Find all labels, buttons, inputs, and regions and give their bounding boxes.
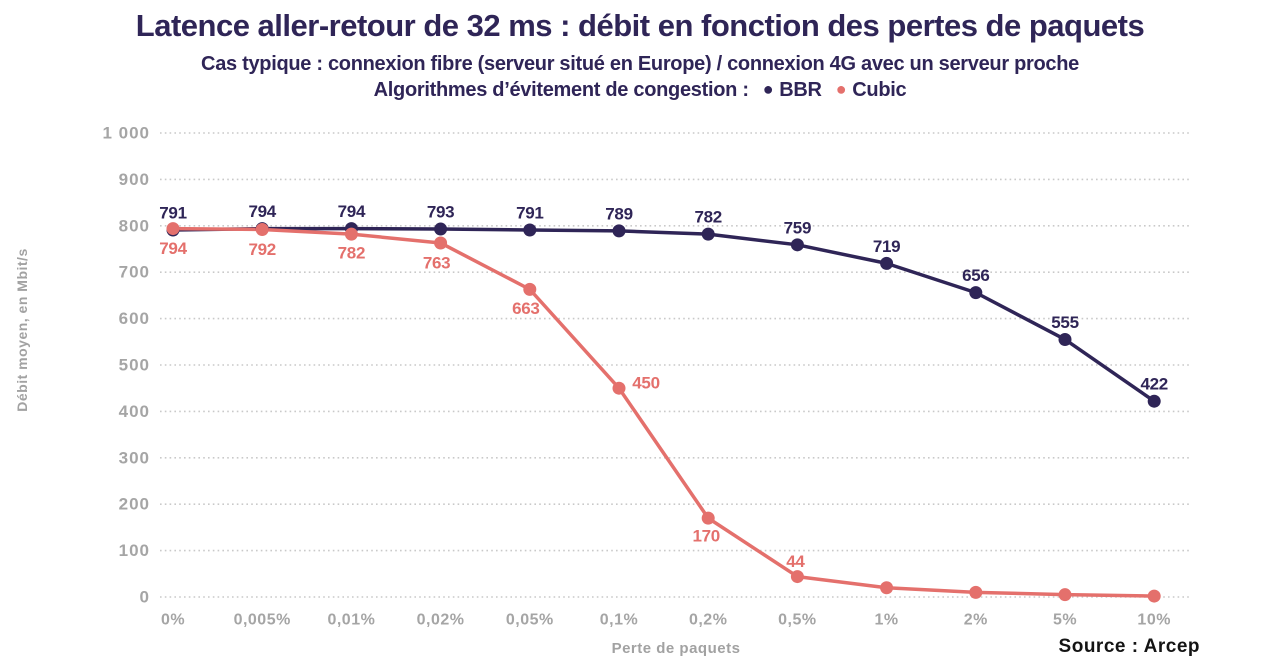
bbr-data-label: 791 <box>516 203 543 222</box>
cubic-line <box>171 226 1156 598</box>
cubic-dot-icon: ● <box>835 79 847 99</box>
source-credit: Source : Arcep <box>1058 636 1200 657</box>
cubic-point <box>1058 588 1072 602</box>
bbr-point <box>790 238 804 252</box>
bbr-data-label: 759 <box>784 218 811 237</box>
chart-legend: Algorithmes d’évitement de congestion : ●… <box>0 79 1280 102</box>
cubic-point <box>434 236 448 250</box>
cubic-point <box>701 511 715 525</box>
x-tick-label: 10% <box>1137 612 1171 629</box>
bbr-data-label: 422 <box>1140 375 1167 394</box>
x-tick-label: 0,5% <box>778 612 816 629</box>
bbr-point <box>1147 394 1161 408</box>
x-tick-label: 0,2% <box>689 612 727 629</box>
x-tick-label: 0,02% <box>417 612 465 629</box>
cubic-point <box>880 581 894 595</box>
cubic-point <box>523 282 537 296</box>
y-tick-label: 100 <box>119 541 150 560</box>
chart-subtitle: Cas typique : connexion fibre (serveur s… <box>201 53 1079 75</box>
cubic-point <box>255 223 269 237</box>
cubic-data-label: 792 <box>248 240 275 259</box>
cubic-data-label: 450 <box>632 374 659 393</box>
cubic-point <box>166 222 180 236</box>
bbr-point <box>969 286 983 300</box>
y-tick-label: 700 <box>119 263 150 282</box>
bbr-data-label: 791 <box>159 203 186 222</box>
bbr-data-label: 794 <box>338 202 366 221</box>
y-tick-label: 0 <box>140 588 150 607</box>
cubic-data-label: 663 <box>512 299 539 318</box>
bbr-data-label: 794 <box>248 202 276 221</box>
cubic-data-label: 44 <box>786 552 805 571</box>
cubic-data-label: 763 <box>423 253 450 272</box>
legend-prefix: Algorithmes d’évitement de congestion : <box>373 79 749 101</box>
x-tick-label: 0,01% <box>327 612 375 629</box>
cubic-point <box>790 570 804 584</box>
cubic-point <box>612 381 626 395</box>
bbr-point <box>612 224 626 238</box>
bbr-point <box>523 223 537 237</box>
bbr-point <box>1058 332 1072 346</box>
bbr-data-label: 789 <box>605 204 632 223</box>
legend-item-bbr: ● BBR <box>763 79 822 101</box>
y-tick-label: 200 <box>119 495 150 514</box>
cubic-point <box>1147 589 1161 603</box>
bbr-point <box>434 222 448 236</box>
bbr-dot-icon: ● <box>762 79 774 99</box>
bbr-data-label: 555 <box>1051 313 1078 332</box>
bbr-line <box>171 226 1156 403</box>
x-tick-label: 1% <box>875 612 899 629</box>
y-tick-label: 1 000 <box>102 124 150 143</box>
x-tick-label: 0,005% <box>234 612 291 629</box>
x-tick-label: 2% <box>964 612 988 629</box>
x-axis-label: Perte de paquets <box>611 640 741 657</box>
legend-item-cubic: ● Cubic <box>836 79 907 101</box>
x-tick-label: 0,1% <box>600 612 638 629</box>
y-tick-label: 600 <box>119 309 150 328</box>
bbr-data-label: 793 <box>427 203 454 222</box>
bbr-point <box>701 227 715 241</box>
y-tick-label: 300 <box>119 448 150 467</box>
x-tick-label: 5% <box>1053 612 1077 629</box>
chart-title: Latence aller-retour de 32 ms : débit en… <box>135 8 1145 43</box>
x-tick-label: 0% <box>161 612 185 629</box>
bbr-point <box>880 256 894 270</box>
y-tick-label: 400 <box>119 402 150 421</box>
legend-label-bbr: BBR <box>779 79 822 101</box>
cubic-data-label: 170 <box>692 527 719 546</box>
legend-label-cubic: Cubic <box>852 79 907 101</box>
bbr-data-label: 782 <box>694 208 721 227</box>
bbr-data-label: 656 <box>962 266 989 285</box>
bbr-data-label: 719 <box>873 237 900 256</box>
x-tick-label: 0,05% <box>506 612 554 629</box>
cubic-point <box>344 227 358 241</box>
y-tick-label: 900 <box>119 170 150 189</box>
cubic-data-label: 782 <box>338 244 365 263</box>
cubic-data-label: 794 <box>159 239 187 258</box>
y-tick-label: 800 <box>119 216 150 235</box>
y-axis-label: Débit moyen, en Mbit/s <box>14 248 30 412</box>
y-tick-label: 500 <box>119 356 150 375</box>
cubic-point <box>969 585 983 599</box>
